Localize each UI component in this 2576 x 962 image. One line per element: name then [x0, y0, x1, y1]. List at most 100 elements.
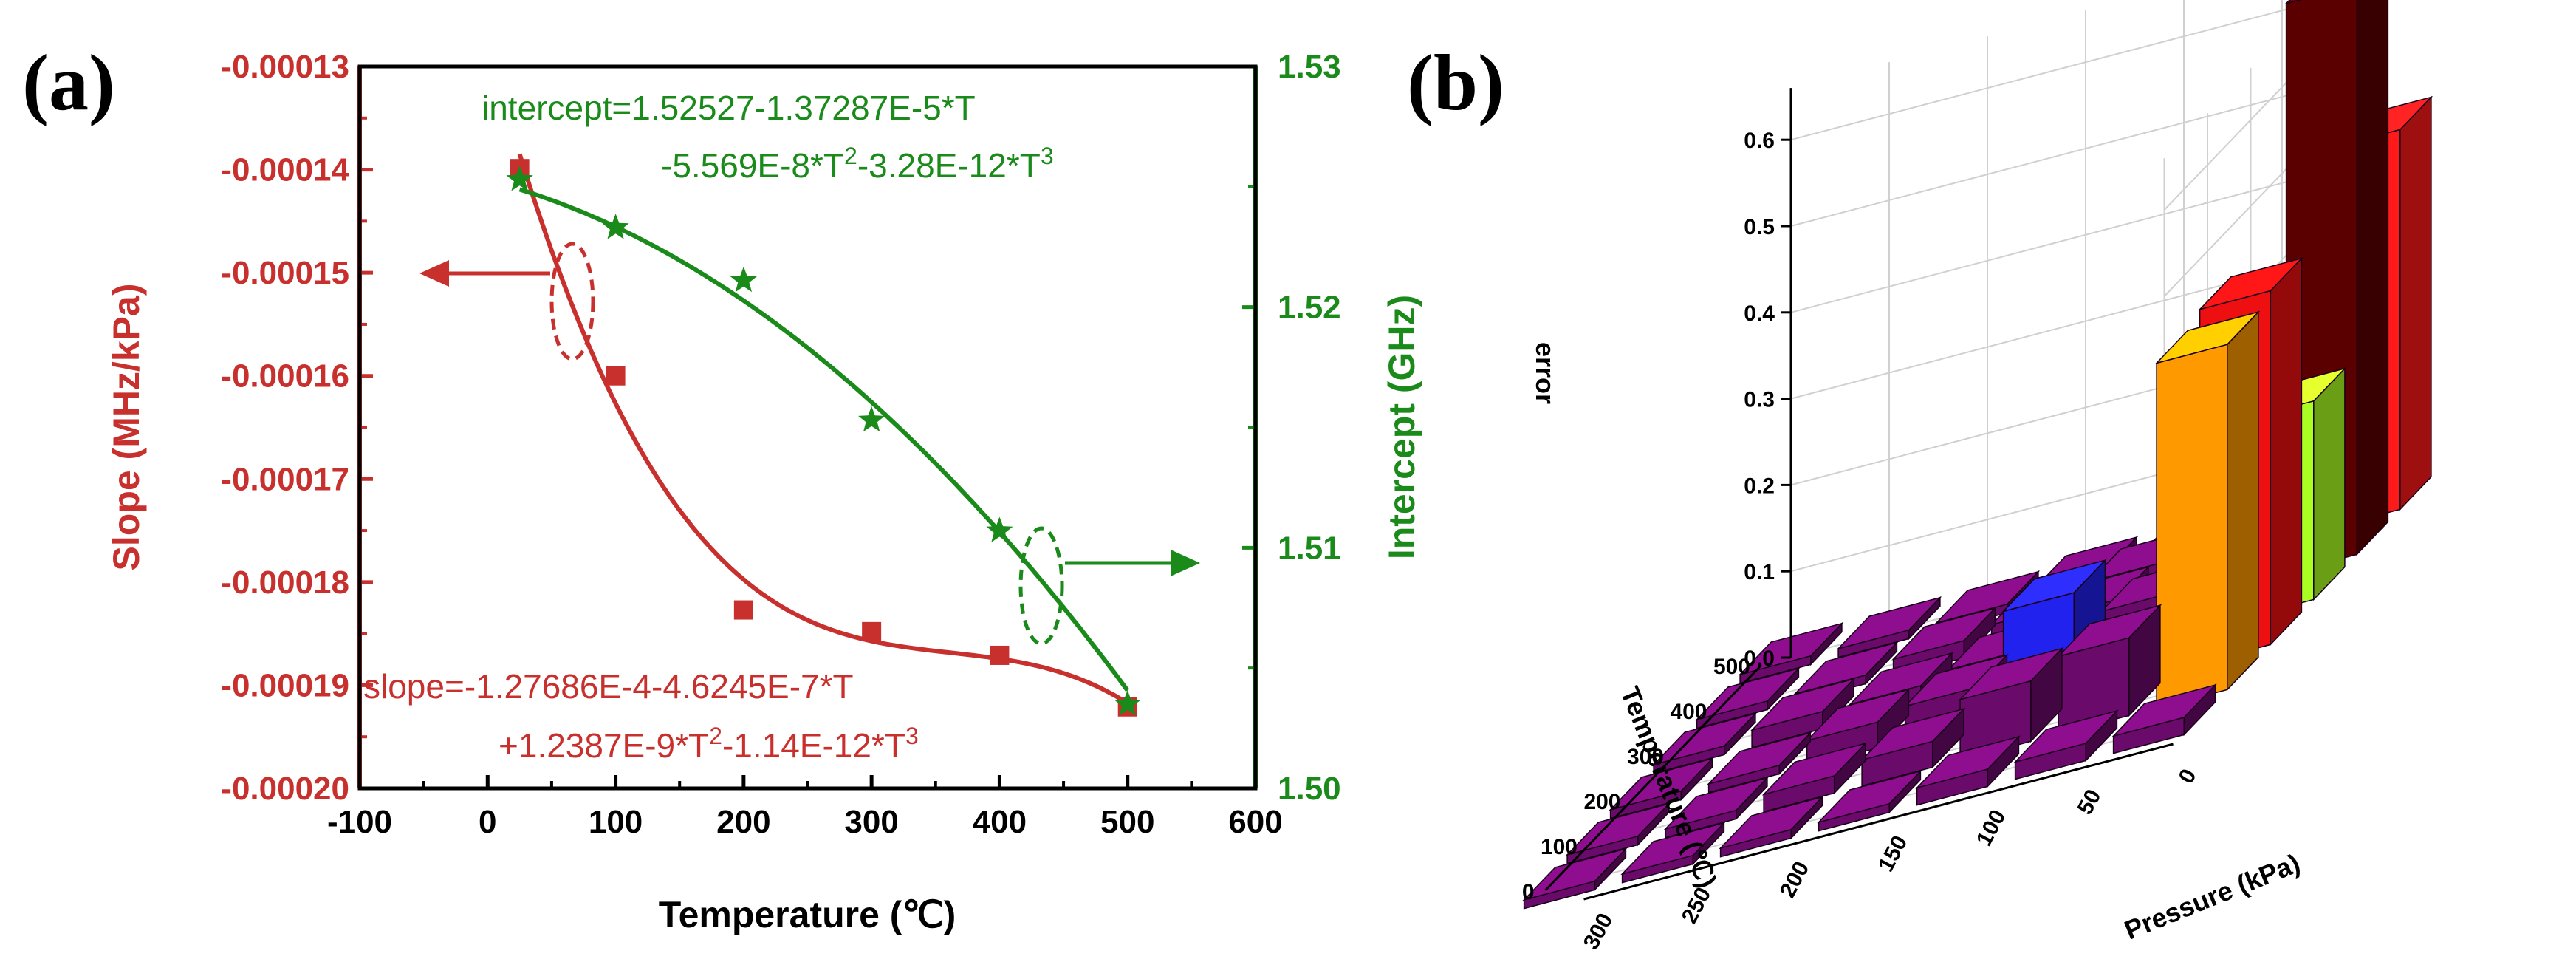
slope-eq-part-2: -1.14E-12*T: [722, 726, 905, 765]
pressure-tick-label: 50: [2073, 785, 2106, 819]
y-tick-label-right: 1.52: [1278, 290, 1341, 326]
error-bar: [1860, 707, 1966, 787]
z-tick-label: 0.1: [1744, 560, 1775, 584]
intercept-point: [602, 214, 629, 239]
y-tick-label-right: 1.51: [1278, 530, 1341, 566]
bar-top-face: [1915, 735, 2021, 789]
pressure-axis-line: [1583, 743, 2174, 901]
z-level-grid-line: [1790, 0, 2367, 211]
slope-point: [606, 366, 626, 386]
error-bar: [1663, 776, 1770, 839]
pressure-tick-label: 200: [1775, 858, 1815, 902]
bar-top-face: [1891, 607, 1997, 661]
bar-side-face: [2270, 256, 2303, 647]
y-tick-label-left: -0.00018: [221, 564, 349, 601]
x-axis-title: Temperature (℃): [659, 894, 956, 935]
error-bar: [1836, 596, 1942, 658]
slope-equation-line2: +1.2387E-9*T2-1.14E-12*T3: [499, 723, 919, 765]
y-tick-label-left: -0.00020: [221, 771, 349, 807]
panel-label-a: (a): [22, 39, 115, 127]
intercept-equation-line2: -5.569E-8*T2-3.28E-12*T3: [661, 143, 1054, 185]
bar-top-face: [2154, 310, 2261, 364]
bar-top-face: [1761, 742, 1868, 796]
temperature-tick-label: 300: [1627, 745, 1664, 769]
y-tick-label-left: -0.00015: [221, 255, 349, 291]
y-tick-label-left: -0.00014: [221, 152, 349, 188]
error-bar: [2154, 310, 2261, 709]
bar-top-face: [1663, 777, 1770, 830]
pressure-tick-label: 300: [1579, 910, 1618, 954]
bar-top-face: [2284, 0, 2302, 5]
pressure-tick-label: 150: [1874, 832, 1913, 876]
x-tick-label: 400: [973, 804, 1027, 840]
x-tick-label: 100: [589, 804, 643, 840]
x-tick-label: 300: [844, 804, 898, 840]
z-tick-label: 0.4: [1744, 301, 1775, 326]
error-bar: [2013, 709, 2119, 780]
y-tick-label-left: -0.00016: [221, 358, 349, 395]
x-tick-label: -100: [327, 804, 392, 840]
y-axis-title-left: Slope (MHz/kPa): [106, 284, 147, 571]
bar-side-face: [2399, 95, 2432, 511]
bar-top-face: [1793, 641, 1899, 695]
intercept-point: [506, 166, 533, 191]
z-tick-label: 0.2: [1744, 474, 1775, 498]
bar-side-face: [2356, 0, 2389, 556]
bar-top-face: [2013, 709, 2119, 763]
superscript-2: 2: [709, 723, 722, 749]
intercept-eq-part-1: -5.569E-8*T: [661, 146, 844, 185]
temperature-tick-label: 100: [1541, 835, 1578, 859]
bar-top-face: [1860, 707, 1966, 761]
pressure-axis-title: Pressure (kPa): [2120, 847, 2304, 945]
slope-equation-line1: slope=-1.27686E-4-4.6245E-7*T: [363, 667, 854, 706]
intercept-point: [858, 406, 886, 432]
temperature-tick-label: 200: [1583, 790, 1620, 814]
y-tick-label-left: -0.00019: [221, 667, 349, 703]
x-tick-label: 200: [716, 804, 770, 840]
error-bar: [1707, 731, 1812, 794]
bar-top-face: [1719, 796, 1824, 850]
panel-a-chart: (a) -0.00013 -0.00014 -0.00015 -0.00016 -0.0…: [22, 39, 1422, 935]
pressure-tick-label: 100: [1972, 806, 2011, 850]
bar-top-face: [1707, 731, 1812, 785]
error-bar: [2111, 683, 2217, 754]
z-tick-label: 0.3: [1744, 388, 1775, 412]
error-bar: [1620, 821, 1726, 884]
intercept-point: [1114, 690, 1141, 716]
superscript-3: 3: [905, 723, 919, 749]
x-tick-label: 0: [479, 804, 496, 840]
panel-label-b: (b): [1407, 39, 1504, 127]
slope-point: [990, 645, 1010, 665]
intercept-fit-curve: [518, 187, 1130, 692]
bar-top-face: [1934, 570, 2041, 624]
bar-top-face: [1836, 596, 1942, 650]
z-axis-title: error: [1530, 342, 1561, 404]
bar-top-face: [1958, 647, 2064, 701]
error-bar: [2056, 604, 2162, 735]
x-tick-label: 600: [1228, 804, 1282, 840]
bar-top-face: [1620, 822, 1726, 876]
bar-side-face: [2227, 310, 2259, 692]
error-bar: [1761, 742, 1868, 813]
superscript-3: 3: [1041, 143, 1054, 169]
y-axis-title-right: Intercept (GHz): [1381, 295, 1422, 559]
bar-side-face: [2313, 366, 2346, 601]
x-tick-label: 500: [1100, 804, 1154, 840]
slope-point: [733, 600, 753, 620]
bar-top-face: [1805, 688, 1911, 742]
error-bar: [1817, 769, 1922, 832]
intercept-point: [986, 516, 1013, 542]
intercept-point: [730, 266, 757, 293]
plot-frame: [357, 64, 1258, 791]
bar-top-face: [1750, 678, 1856, 731]
intercept-arrow-head: [1171, 550, 1200, 576]
panel-b-chart: (b) 0.00.10.20.30.40.50.6500400300200100…: [1407, 0, 2433, 954]
bar-top-face: [1848, 652, 1954, 706]
slope-arrow-head: [419, 260, 449, 287]
pressure-tick-label: 0: [2174, 765, 2202, 787]
z-tick-label: 0.6: [1744, 129, 1775, 153]
error-bar: [1719, 795, 1824, 858]
bar-top-face: [2111, 683, 2217, 737]
y-tick-label-left: -0.00017: [221, 461, 349, 497]
